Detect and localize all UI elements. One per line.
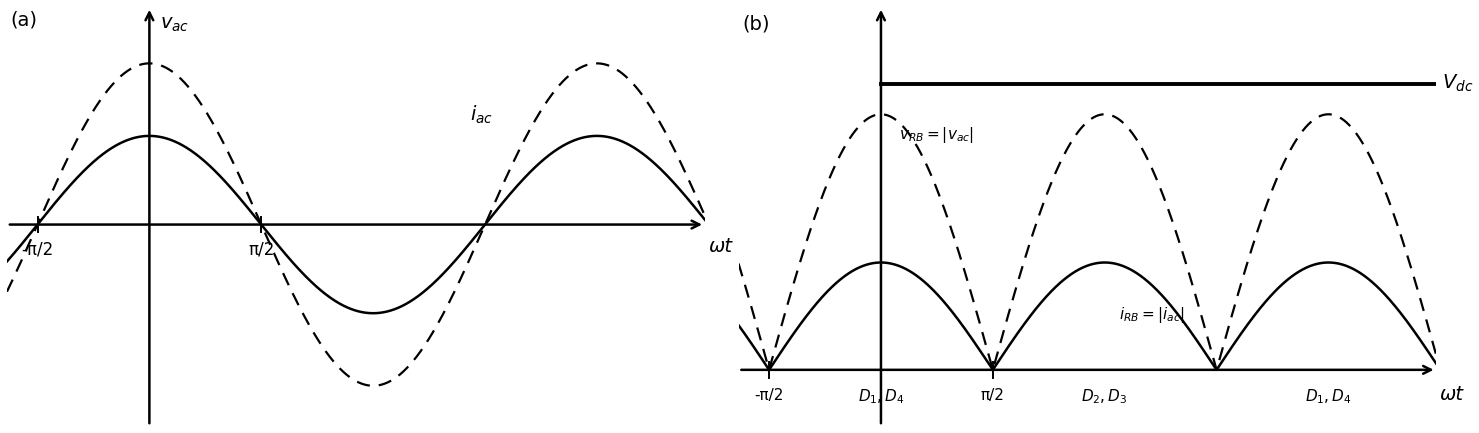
Text: $i_{RB}=|i_{ac}|$: $i_{RB}=|i_{ac}|$ xyxy=(1120,305,1185,326)
Text: -π/2: -π/2 xyxy=(21,241,53,259)
Text: $v_{ac}$: $v_{ac}$ xyxy=(160,15,189,34)
Text: (b): (b) xyxy=(742,15,769,34)
Text: ωt: ωt xyxy=(1441,385,1464,404)
Text: $v_{RB}=|v_{ac}|$: $v_{RB}=|v_{ac}|$ xyxy=(899,125,973,145)
Text: $D_2, D_3$: $D_2, D_3$ xyxy=(1081,388,1128,407)
Text: $V_{dc}$: $V_{dc}$ xyxy=(1442,73,1473,94)
Text: $i_{ac}$: $i_{ac}$ xyxy=(470,104,493,126)
Text: (a): (a) xyxy=(10,10,37,29)
Text: π/2: π/2 xyxy=(981,388,1004,403)
Text: $D_1, D_4$: $D_1, D_4$ xyxy=(1304,388,1352,407)
Text: -π/2: -π/2 xyxy=(754,388,784,403)
Text: π/2: π/2 xyxy=(248,241,275,259)
Text: ωt: ωt xyxy=(708,237,732,256)
Text: $D_1, D_4$: $D_1, D_4$ xyxy=(858,388,904,407)
